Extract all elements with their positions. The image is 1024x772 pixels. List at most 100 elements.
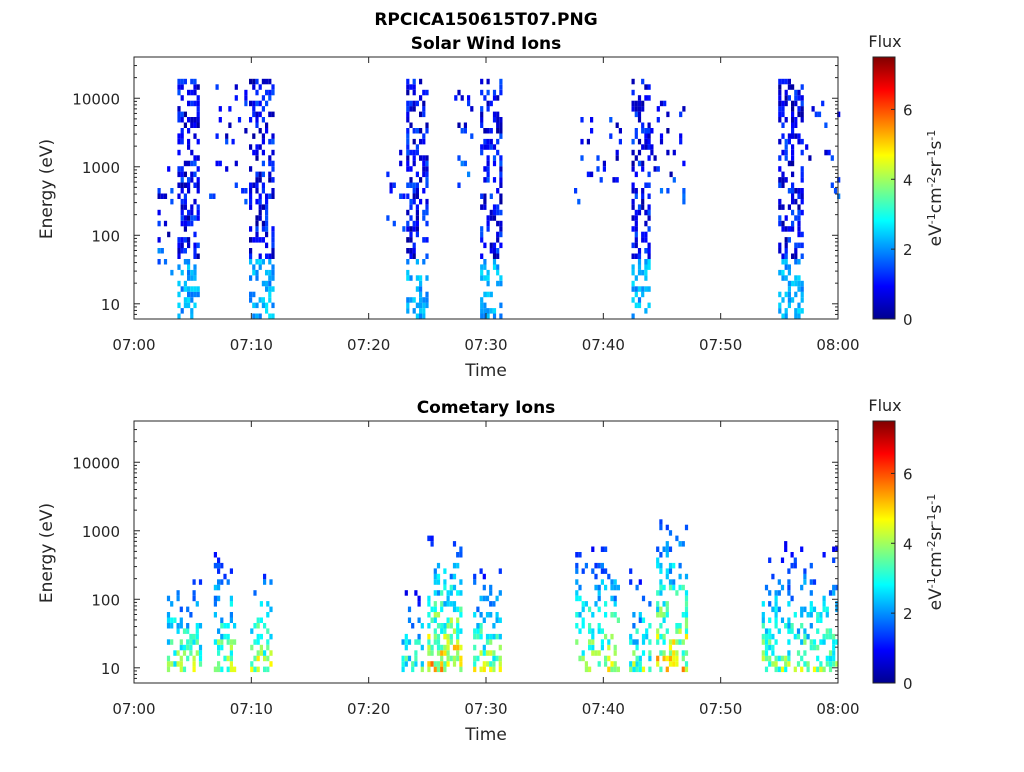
- spectrogram-cell: [252, 237, 256, 243]
- spectrogram-cell: [828, 633, 833, 640]
- spectrogram-cell: [597, 650, 601, 656]
- spectrogram-cell: [407, 606, 412, 613]
- spectrogram-cell: [258, 237, 262, 243]
- spectrogram-cell: [425, 122, 429, 128]
- spectrogram-cell: [662, 601, 666, 607]
- spectrogram-cell: [778, 111, 782, 118]
- spectrogram-cell: [486, 280, 490, 287]
- spectrogram-cell: [492, 623, 496, 629]
- spectrogram-cell: [492, 650, 496, 656]
- spectrogram-cell: [196, 286, 200, 292]
- spectrogram-cell: [412, 160, 416, 167]
- spectrogram-cell: [483, 275, 487, 281]
- spectrogram-cell: [226, 633, 230, 640]
- spectrogram-cell: [223, 633, 227, 640]
- spectrogram-cell: [483, 313, 487, 319]
- spectrogram-cell: [392, 182, 396, 188]
- spectrogram-cell: [784, 100, 788, 107]
- spectrogram: [157, 78, 841, 319]
- spectrogram-cell: [190, 177, 194, 183]
- spectrogram-cell: [597, 628, 601, 634]
- spectrogram-cell: [635, 639, 639, 645]
- spectrogram-cell: [800, 106, 804, 112]
- spectrogram-cell: [607, 639, 611, 645]
- spectrogram-cell: [166, 595, 171, 602]
- spectrogram-cell: [675, 639, 679, 645]
- spectrogram-cell: [613, 584, 617, 591]
- spectrogram-cell: [480, 122, 484, 128]
- spectrogram-cell: [794, 117, 798, 123]
- spectrogram-cell: [648, 666, 652, 673]
- spectrogram-cell: [415, 193, 419, 199]
- spectrogram-cell: [250, 661, 254, 667]
- spectrogram-cell: [492, 144, 497, 150]
- spectrogram-cell: [835, 601, 839, 607]
- spectrogram-cell: [252, 269, 256, 276]
- spectrogram-cell: [404, 661, 408, 667]
- spectrogram-cell: [252, 302, 256, 309]
- spectrogram-cell: [797, 302, 801, 309]
- spectrogram-cell: [234, 84, 238, 90]
- spectrogram-cell: [193, 133, 197, 139]
- spectrogram-cell: [791, 193, 795, 199]
- spectrogram-cell: [665, 628, 669, 634]
- spectrogram-cell: [193, 122, 197, 128]
- spectrogram-cell: [581, 601, 585, 607]
- spectrogram-cell: [412, 106, 416, 112]
- spectrogram-cell: [764, 639, 769, 645]
- spectrogram-cell: [440, 661, 444, 667]
- spectrogram-cell: [419, 308, 423, 314]
- spectrogram-cell: [177, 138, 181, 145]
- spectrogram-cell: [176, 650, 180, 656]
- spectrogram-cell: [470, 106, 474, 112]
- spectrogram-cell: [259, 633, 263, 640]
- spectrogram-cell: [668, 584, 673, 591]
- spectrogram-cell: [479, 666, 483, 673]
- spectrogram-cell: [271, 166, 275, 172]
- spectrogram-cell: [489, 650, 493, 656]
- spectrogram-cell: [433, 568, 437, 574]
- spectrogram-cell: [406, 166, 410, 172]
- spectrogram-cell: [665, 552, 669, 558]
- spectrogram-cell: [419, 280, 423, 287]
- spectrogram-cell: [409, 84, 413, 90]
- spectrogram-cell: [166, 639, 171, 645]
- spectrogram-cell: [634, 226, 638, 232]
- spectrogram-cell: [436, 633, 441, 640]
- spectrogram-cell: [486, 78, 490, 85]
- spectrogram-cell: [268, 138, 272, 145]
- spectrogram-cell: [659, 612, 663, 618]
- spectrogram-cell: [480, 111, 484, 118]
- spectrogram-cell: [250, 644, 254, 651]
- spectrogram-cell: [196, 166, 200, 172]
- spectrogram-cell: [794, 259, 798, 265]
- spectrogram-cell: [192, 639, 196, 645]
- colorbar-tick-label: 6: [903, 465, 913, 483]
- spectrogram-cell: [634, 286, 638, 292]
- spectrogram-cell: [229, 601, 233, 607]
- spectrogram-cell: [604, 568, 608, 574]
- spectrogram-cell: [787, 138, 791, 145]
- spectrogram-cell: [415, 231, 419, 238]
- spectrogram-cell: [265, 308, 269, 314]
- spectrogram-cell: [176, 661, 180, 667]
- spectrogram-cell: [613, 579, 617, 585]
- spectrogram-cell: [662, 633, 666, 640]
- spectrogram-cell: [229, 661, 233, 667]
- spectrogram-cell: [812, 606, 817, 613]
- spectrogram-cell: [187, 177, 191, 183]
- spectrogram-cell: [791, 128, 795, 134]
- spectrogram-cell: [659, 623, 663, 629]
- spectrogram-cell: [261, 171, 265, 178]
- spectrogram-cell: [681, 655, 685, 662]
- spectrogram-cell: [183, 198, 187, 205]
- spectrogram-cell: [806, 661, 810, 667]
- spectrogram-cell: [645, 633, 649, 640]
- spectrogram-cell: [196, 188, 200, 194]
- spectrogram-cell: [607, 666, 611, 673]
- spectrogram-cell: [784, 546, 788, 552]
- spectrogram-cell: [631, 264, 635, 270]
- spectrogram-cell: [269, 650, 273, 656]
- spectrogram-cell: [425, 302, 429, 309]
